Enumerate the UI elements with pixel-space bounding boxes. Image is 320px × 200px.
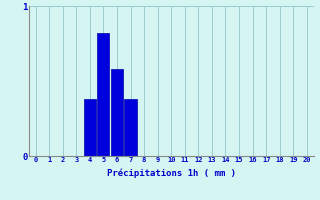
X-axis label: Précipitations 1h ( mm ): Précipitations 1h ( mm )	[107, 169, 236, 178]
Bar	[111, 69, 123, 156]
Bar	[84, 99, 96, 156]
Bar	[97, 33, 109, 156]
Bar	[124, 99, 137, 156]
